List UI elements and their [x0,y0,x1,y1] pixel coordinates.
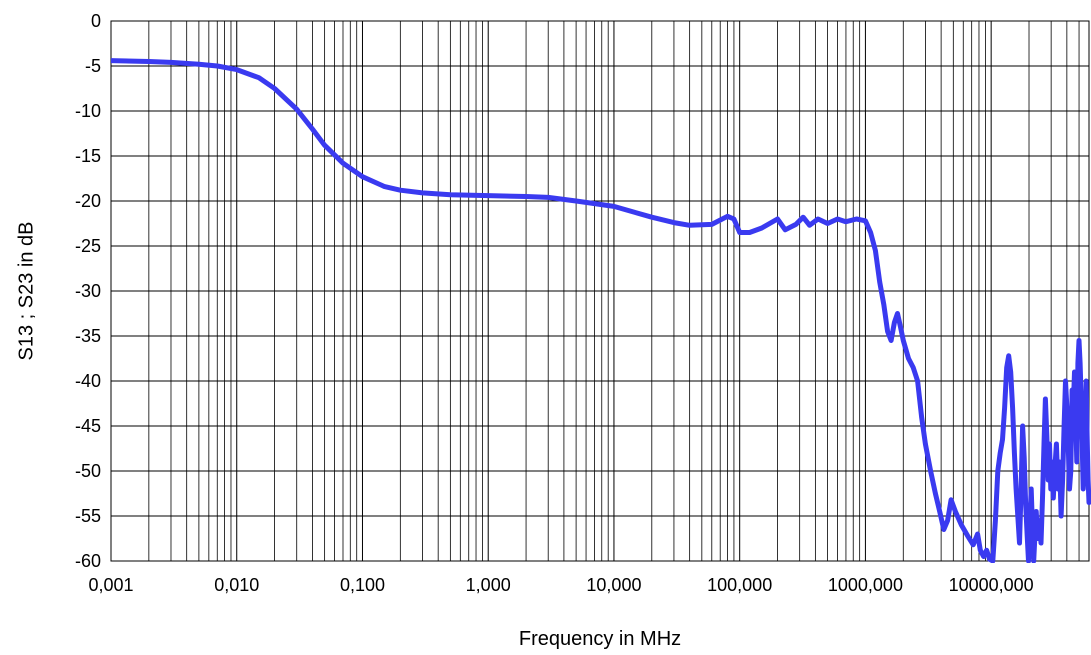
x-tick-label: 10000,000 [949,575,1034,595]
y-tick-label: -45 [75,416,101,436]
x-tick-label: 1,000 [466,575,511,595]
x-axis-title: Frequency in MHz [519,628,681,650]
y-axis-title: S13 ; S23 in dB [15,222,37,361]
y-tick-label: -35 [75,326,101,346]
x-tick-label: 0,010 [214,575,259,595]
plot-frame [110,20,1090,562]
x-tick-label: 0,100 [340,575,385,595]
y-tick-label: -60 [75,551,101,571]
x-tick-label: 100,000 [707,575,772,595]
x-tick-label: 0,001 [88,575,133,595]
x-tick-label: 1000,000 [828,575,903,595]
y-tick-label: -50 [75,461,101,481]
y-tick-label: -40 [75,371,101,391]
y-tick-label: -55 [75,506,101,526]
series-line-0 [111,58,1091,563]
y-tick-label: 0 [91,11,101,31]
y-tick-label: -10 [75,101,101,121]
y-tick-label: -15 [75,146,101,166]
y-tick-label: -30 [75,281,101,301]
x-axis-tick-labels: 0,001 0,010 0,100 1,000 10,000 100,000 1000,00… [88,575,1033,595]
x-tick-label: 10,000 [586,575,641,595]
y-tick-label: -5 [85,56,101,76]
y-tick-label: -20 [75,191,101,211]
series-layer [111,58,1091,563]
y-tick-label: -25 [75,236,101,256]
y-axis-tick-labels: 0 -5 -10 -15 -20 -25 -30 -35 -40 -45 -50 -55 -60 [75,11,101,571]
